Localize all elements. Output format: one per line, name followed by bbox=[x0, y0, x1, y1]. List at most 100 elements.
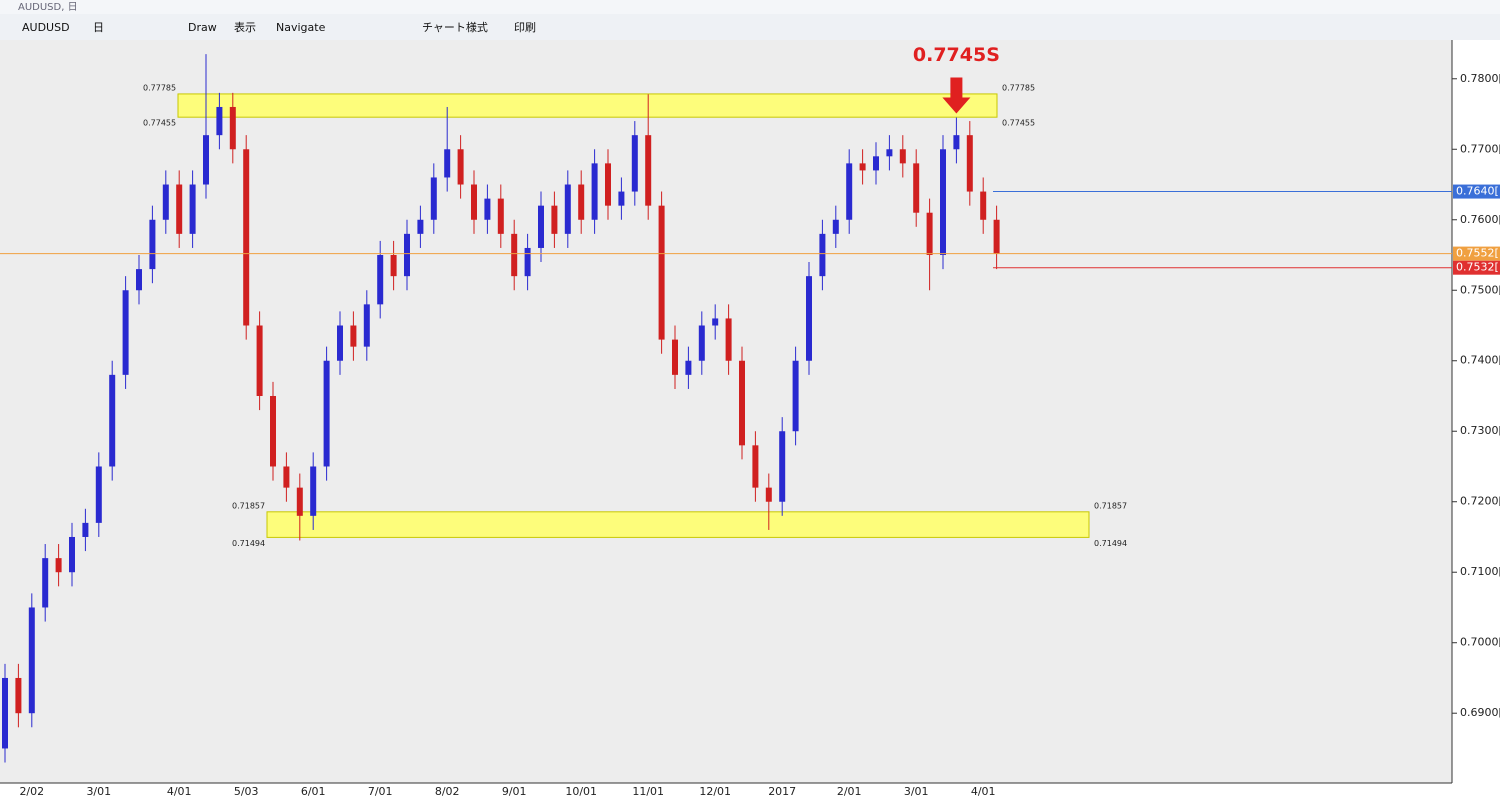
arrow bbox=[942, 77, 971, 114]
candle-body bbox=[993, 219, 1000, 254]
candle-body bbox=[913, 163, 920, 213]
y-tick-label: 0.7400[0 bbox=[1460, 354, 1500, 367]
toolbar-button[interactable]: 表示 bbox=[234, 20, 256, 34]
x-tick-label: 9/01 bbox=[502, 785, 527, 798]
toolbar-button[interactable]: AUDUSD bbox=[22, 21, 70, 34]
candle-body bbox=[136, 269, 142, 291]
candle-body bbox=[591, 163, 598, 220]
candle-body bbox=[524, 247, 531, 277]
zone bbox=[177, 93, 998, 118]
toolbar-button[interactable]: Navigate bbox=[276, 21, 326, 34]
x-tick-label: 10/01 bbox=[565, 785, 597, 798]
toolbar-button[interactable]: Draw bbox=[188, 21, 217, 34]
candle-body bbox=[444, 149, 451, 178]
candle-body bbox=[578, 184, 585, 220]
candle-body bbox=[672, 339, 678, 375]
y-tick-label: 0.7200[0 bbox=[1460, 495, 1500, 508]
candle-body bbox=[15, 677, 22, 714]
candle-body bbox=[28, 607, 35, 714]
y-tick-label: 0.7800[0 bbox=[1460, 72, 1500, 85]
candle-body bbox=[725, 318, 732, 361]
y-tick-label: 0.7300[0 bbox=[1460, 424, 1500, 437]
zone bbox=[266, 511, 1090, 538]
candle-body bbox=[149, 219, 156, 270]
zone-label: 0.77455 bbox=[1002, 119, 1035, 128]
x-tick-label: 3/01 bbox=[86, 785, 111, 798]
candle-body bbox=[511, 233, 518, 277]
price-tag bbox=[1453, 260, 1500, 275]
candle-body bbox=[739, 360, 745, 446]
candle-body bbox=[430, 177, 437, 220]
y-tick-label: 0.7000[0 bbox=[1460, 636, 1500, 649]
candle-body bbox=[122, 290, 129, 375]
candle-body bbox=[859, 163, 866, 171]
candle-body bbox=[243, 149, 250, 326]
x-tick-label: 7/01 bbox=[368, 785, 393, 798]
candle-body bbox=[806, 276, 812, 361]
candle-body bbox=[162, 184, 169, 220]
candle-body bbox=[296, 487, 303, 516]
x-tick-label: 4/01 bbox=[167, 785, 192, 798]
candle-body bbox=[765, 487, 772, 502]
candle-body bbox=[953, 135, 960, 150]
x-tick-label: 11/01 bbox=[632, 785, 664, 798]
candle-body bbox=[82, 522, 89, 537]
candle-body bbox=[69, 536, 75, 573]
candle-body bbox=[940, 149, 946, 256]
toolbar-button[interactable]: チャート様式 bbox=[422, 20, 488, 34]
zone-label: 0.77785 bbox=[143, 83, 176, 92]
zone-label: 0.77785 bbox=[1002, 83, 1035, 92]
zone-label: 0.71857 bbox=[232, 501, 265, 510]
candle-body bbox=[926, 212, 933, 256]
candle-body bbox=[712, 318, 719, 326]
candle-body bbox=[538, 205, 544, 248]
candle-body bbox=[256, 325, 263, 396]
price-tag bbox=[1453, 184, 1500, 199]
candle-body bbox=[310, 466, 317, 516]
candle-body bbox=[658, 205, 665, 340]
candle-body bbox=[752, 445, 759, 488]
y-tick-label: 0.7100[0 bbox=[1460, 565, 1500, 578]
y-tick-label: 0.6900[0 bbox=[1460, 706, 1500, 719]
x-tick-label: 2017 bbox=[768, 785, 796, 798]
price-axis bbox=[1452, 40, 1500, 801]
candle-body bbox=[618, 191, 625, 206]
candle-body bbox=[176, 184, 183, 234]
toolbar-button[interactable]: 日 bbox=[93, 21, 104, 34]
candle-body bbox=[698, 325, 705, 361]
candle-body bbox=[645, 135, 652, 206]
x-tick-label: 5/03 bbox=[234, 785, 259, 798]
candle-body bbox=[497, 198, 504, 234]
candle-body bbox=[229, 106, 236, 150]
candle-body bbox=[685, 360, 692, 375]
candle-body bbox=[779, 431, 786, 502]
candle-body bbox=[873, 156, 879, 171]
candle-body bbox=[216, 106, 223, 136]
candle-body bbox=[95, 466, 102, 523]
candle-body bbox=[377, 255, 384, 305]
candle-body bbox=[564, 184, 571, 234]
candle-body bbox=[283, 466, 290, 488]
price-tag-label: 0.7532[ bbox=[1456, 261, 1499, 274]
toolbar-button[interactable]: 印刷 bbox=[514, 21, 536, 34]
candle-body bbox=[350, 325, 357, 347]
y-tick-label: 0.7500[0 bbox=[1460, 283, 1500, 296]
zone-label: 0.71494 bbox=[232, 539, 265, 548]
candle-body bbox=[404, 233, 410, 277]
candle-body bbox=[551, 205, 558, 234]
candle-body bbox=[270, 395, 276, 467]
y-tick-label: 0.7600[0 bbox=[1460, 213, 1500, 226]
candle-body bbox=[605, 163, 611, 206]
x-tick-label: 2/02 bbox=[19, 785, 44, 798]
zone-label: 0.71494 bbox=[1094, 539, 1127, 548]
x-tick-label: 4/01 bbox=[971, 785, 996, 798]
candle-body bbox=[846, 163, 853, 220]
candle-body bbox=[886, 149, 893, 157]
candle-body bbox=[471, 184, 477, 220]
x-tick-label: 8/02 bbox=[435, 785, 460, 798]
candle-body bbox=[390, 255, 397, 277]
candle-body bbox=[189, 184, 196, 234]
candle-body bbox=[792, 360, 799, 432]
zone-label: 0.77455 bbox=[143, 119, 176, 128]
x-tick-label: 3/01 bbox=[904, 785, 929, 798]
